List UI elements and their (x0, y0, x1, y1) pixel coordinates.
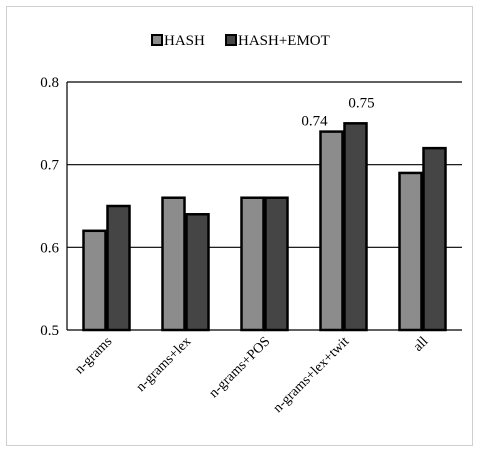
bar-hash-1 (161, 196, 186, 332)
legend-swatch-1 (225, 34, 237, 46)
y-tick-label: 0.8 (40, 75, 59, 91)
x-category-label: n-grams (72, 334, 115, 377)
y-tick-label: 0.5 (40, 323, 59, 339)
axis-layer (66, 82, 462, 331)
x-category-label: all (411, 334, 432, 355)
x-category-label: n-grams+POS (207, 334, 274, 401)
bar-hash-0 (82, 229, 107, 332)
legend: HASH HASH+EMOT (151, 33, 330, 49)
y-tick-label: 0.6 (40, 240, 59, 256)
chart-frame (6, 6, 473, 446)
x-category-label: n-grams+lex (134, 334, 195, 395)
legend-label-0: HASH (164, 33, 205, 49)
bar-hash-emot-1 (185, 213, 210, 332)
bar-hash-emot-3 (343, 122, 368, 332)
legend-label-1: HASH+EMOT (238, 33, 330, 49)
bar-layer (82, 122, 447, 332)
bar-hash-2 (240, 196, 265, 332)
y-tick-label: 0.7 (40, 158, 59, 174)
data-label: 0.74 (301, 114, 328, 130)
bar-hash-3 (319, 130, 344, 332)
bar-hash-emot-0 (106, 204, 131, 332)
data-label: 0.75 (348, 95, 374, 111)
bar-hash-emot-4 (422, 146, 447, 332)
legend-swatch-0 (151, 34, 163, 46)
x-category-label: n-grams+lex+twit (271, 334, 353, 416)
bar-hash-4 (398, 171, 423, 332)
bar-hash-emot-2 (264, 196, 289, 332)
